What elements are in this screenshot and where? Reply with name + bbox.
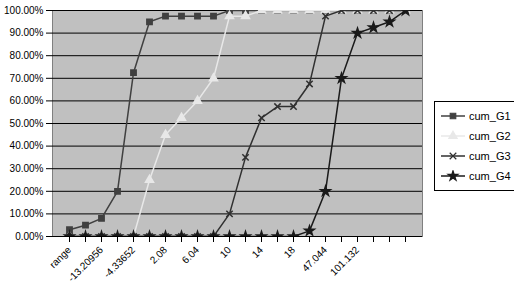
svg-text:30.00%: 30.00% — [10, 163, 44, 174]
html-text:cum_G3: cum_G3 — [469, 150, 511, 162]
svg-text:50.00%: 50.00% — [10, 118, 44, 129]
svg-text:10.00%: 10.00% — [10, 208, 44, 219]
svg-text:2.08: 2.08 — [148, 244, 170, 266]
html-text:cum_G4: cum_G4 — [469, 170, 511, 182]
svg-text:100.00%: 100.00% — [4, 5, 44, 16]
svg-text:18: 18 — [282, 244, 298, 260]
svg-text:14: 14 — [250, 244, 266, 260]
svg-text:-13.20956: -13.20956 — [66, 244, 106, 284]
svg-text:10: 10 — [218, 244, 234, 260]
svg-text:90.00%: 90.00% — [10, 27, 44, 38]
svg-text:-4.33652: -4.33652 — [101, 244, 137, 280]
svg-text:range: range — [47, 244, 73, 270]
svg-text:40.00%: 40.00% — [10, 140, 44, 151]
html-text:cum_G1: cum_G1 — [469, 110, 511, 122]
svg-text:0.00%: 0.00% — [15, 231, 43, 242]
svg-text:70.00%: 70.00% — [10, 73, 44, 84]
html-text:cum_G2: cum_G2 — [469, 130, 511, 142]
svg-text:101.132: 101.132 — [328, 244, 362, 278]
svg-text:47.044: 47.044 — [300, 244, 330, 274]
svg-text:80.00%: 80.00% — [10, 50, 44, 61]
svg-text:20.00%: 20.00% — [10, 186, 44, 197]
svg-text:6.04: 6.04 — [180, 244, 202, 266]
svg-text:60.00%: 60.00% — [10, 95, 44, 106]
